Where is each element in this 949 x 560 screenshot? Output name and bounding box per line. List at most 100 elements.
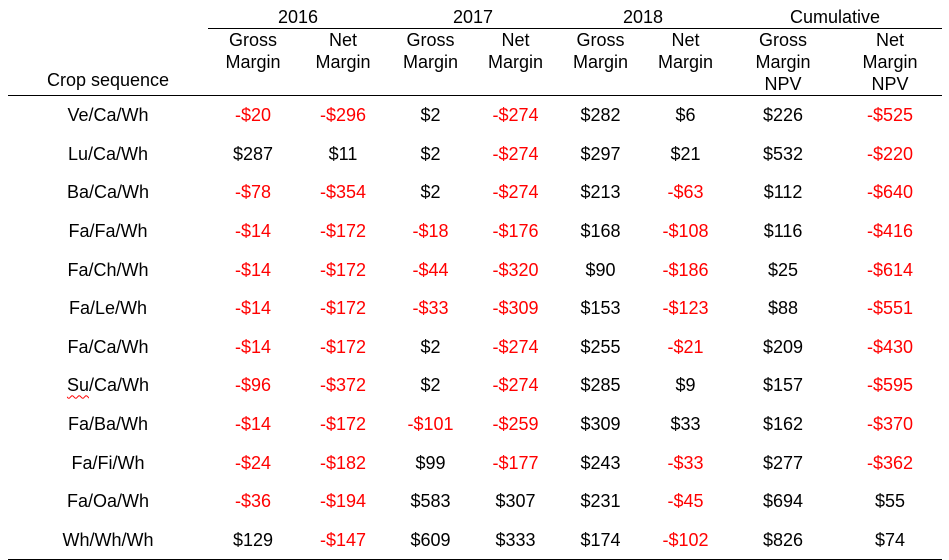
crop-sequence-text: Fa/Ba/Wh (67, 414, 149, 435)
value-cell: -$14 (234, 259, 272, 280)
value-cell: $21 (670, 143, 701, 164)
sub-header-line: Net (876, 30, 905, 50)
value-cell: -$21 (667, 336, 704, 357)
sub-header-line: Margin (315, 52, 371, 72)
year-header-2016: 2016 (208, 4, 389, 29)
spellcheck-underline: Su (66, 375, 89, 396)
value-cell: $74 (838, 520, 943, 560)
value-cell: $243 (580, 452, 621, 473)
value-cell: -$220 (867, 143, 914, 164)
value-cell: -$172 (319, 336, 367, 357)
crop-sequence-text: Fa/Le/Wh (68, 298, 148, 319)
sub-header-cell: Net Margin (298, 28, 389, 96)
sub-header-line: Margin (225, 52, 281, 72)
value-cell: $213 (580, 182, 621, 203)
value-cell: -$182 (319, 452, 367, 473)
table-row: Fa/Ch/Wh -$14 -$172 -$44 -$320 $90 -$186 $25 -$6… (8, 250, 942, 289)
crop-sequence-cell: Ba/Ca/Wh (8, 173, 208, 212)
crop-sequence-text: Su/Ca/Wh (66, 375, 150, 396)
value-cell: $309 (580, 414, 621, 435)
table-row: Fa/Fi/Wh -$24 -$182 $99 -$177 $243 -$33 $277 -$3… (8, 443, 942, 482)
value-cell: -$14 (234, 414, 272, 435)
sub-header-line: Gross (228, 30, 277, 50)
value-cell: $277 (763, 452, 804, 473)
value-cell: -$14 (234, 221, 272, 242)
value-cell: -$45 (667, 491, 704, 512)
year-header-row: 2016 2017 2018 Cumulative (8, 4, 943, 29)
value-cell: -$259 (492, 414, 539, 435)
value-cell: $532 (763, 143, 804, 164)
value-cell: $2 (420, 182, 441, 203)
sub-header-line: Gross (406, 30, 455, 50)
sub-header-line: Net (329, 30, 358, 50)
sub-header-line: NPV (764, 74, 802, 94)
crop-margin-table: 2016 2017 2018 Cumulative Crop sequence … (8, 4, 943, 560)
table-row: Wh/Wh/Wh $129 -$147 $609 $333 $174 -$102 $826 $7… (8, 520, 943, 560)
value-cell: $826 (728, 520, 839, 560)
value-cell: $694 (763, 491, 804, 512)
value-cell: -$320 (492, 259, 539, 280)
sub-header-line: Margin (862, 52, 918, 72)
year-header-2017: 2017 (388, 4, 559, 29)
sub-header-line: Gross (576, 30, 625, 50)
value-cell: $307 (495, 491, 536, 512)
value-cell: $88 (768, 298, 799, 319)
value-cell: -$172 (319, 414, 367, 435)
sub-header-cell: Gross Margin (558, 28, 644, 96)
sub-header-cell: Net Margin NPV (838, 28, 943, 96)
value-cell: $2 (420, 336, 441, 357)
crop-sequence-text: Fa/Ch/Wh (67, 259, 149, 280)
value-cell: $55 (875, 491, 906, 512)
value-cell: -$44 (412, 259, 449, 280)
value-cell: -$614 (867, 259, 914, 280)
value-cell: -$24 (234, 452, 272, 473)
sub-header-line: Net (501, 30, 530, 50)
value-cell: $226 (763, 105, 804, 126)
value-cell: $157 (763, 375, 804, 396)
table-body: Ve/Ca/Wh -$20 -$296 $2 -$274 $282 $6 $226 -$525 L… (8, 96, 943, 560)
value-cell: $2 (420, 143, 441, 164)
value-cell: -$18 (412, 221, 449, 242)
value-cell: -$362 (867, 452, 914, 473)
sub-header-cell: Gross Margin (388, 28, 474, 96)
crop-sequence-text: Lu/Ca/Wh (67, 143, 149, 164)
sub-header-line: Margin (573, 52, 629, 72)
crop-sequence-cell: Fa/Ch/Wh (8, 250, 208, 289)
value-cell: $11 (328, 143, 358, 164)
value-cell: -$20 (234, 105, 272, 126)
value-cell: -$274 (492, 336, 539, 357)
value-cell: $9 (675, 375, 696, 396)
value-cell: $333 (473, 520, 559, 560)
table-row: Fa/Le/Wh -$14 -$172 -$33 -$309 $153 -$123 $88 -$… (8, 289, 942, 328)
value-cell: -$102 (643, 520, 729, 560)
value-cell: $25 (768, 259, 799, 280)
value-cell: -$354 (319, 182, 367, 203)
value-cell: $129 (208, 520, 298, 560)
value-cell: -$177 (492, 452, 539, 473)
value-cell: $282 (580, 105, 621, 126)
value-cell: -$33 (412, 298, 449, 319)
value-cell: -$551 (867, 298, 914, 319)
sub-header-cell: Gross Margin NPV (728, 28, 839, 96)
value-cell: $112 (763, 182, 803, 203)
crop-sequence-cell: Fa/Ca/Wh (8, 328, 208, 367)
table-row: Ve/Ca/Wh -$20 -$296 $2 -$274 $282 $6 $226 -$525 (8, 96, 942, 135)
sub-header-cell: Net Margin (643, 28, 729, 96)
value-cell: -$640 (867, 182, 914, 203)
crop-sequence-cell: Fa/Fi/Wh (8, 443, 208, 482)
value-cell: $116 (763, 221, 803, 242)
value-cell: -$176 (492, 221, 539, 242)
crop-sequence-text: Fa/Fi/Wh (71, 452, 145, 473)
value-cell: $609 (388, 520, 474, 560)
value-cell: $231 (580, 491, 621, 512)
table-row: Lu/Ca/Wh $287 $11 $2 -$274 $297 $21 $532 -$220 (8, 135, 942, 174)
crop-sequence-cell: Fa/Fa/Wh (8, 212, 208, 251)
table-row: Fa/Ba/Wh -$14 -$172 -$101 -$259 $309 $33 $162 -$… (8, 405, 942, 444)
value-cell: -$595 (867, 375, 914, 396)
value-cell: -$194 (319, 491, 367, 512)
value-cell: -$274 (492, 105, 539, 126)
value-cell: -$430 (867, 336, 914, 357)
value-cell: -$14 (234, 298, 272, 319)
value-cell: -$274 (492, 375, 539, 396)
sub-header-line: Margin (755, 52, 811, 72)
